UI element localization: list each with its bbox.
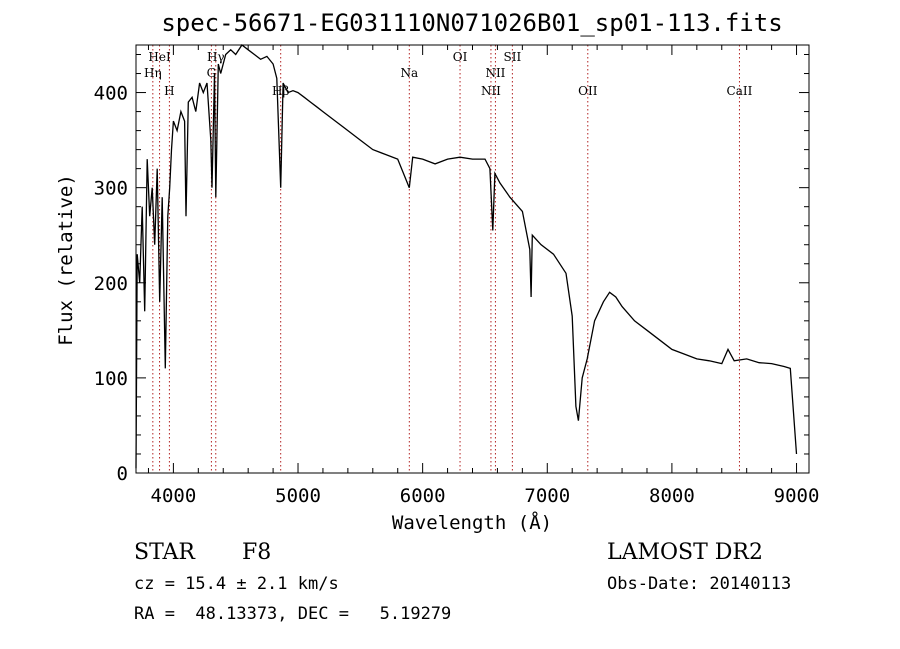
marker-label-nii: NII xyxy=(481,84,501,98)
x-tick-label: 4000 xyxy=(151,485,197,507)
marker-label-na: Na xyxy=(400,66,418,80)
x-tick-label: 8000 xyxy=(649,485,695,507)
y-tick-label: 400 xyxy=(94,83,128,105)
marker-label-hη: Hη xyxy=(144,66,162,80)
survey-label: LAMOST DR2 xyxy=(607,540,763,565)
marker-label-oii: OII xyxy=(578,84,598,98)
x-axis-label: Wavelength (Å) xyxy=(392,511,552,534)
x-tick-label: 5000 xyxy=(275,485,321,507)
marker-label-oi: OI xyxy=(453,50,468,64)
marker-label-hei: HeI xyxy=(148,50,171,64)
marker-label-nii: NII xyxy=(485,66,505,80)
marker-label-hγ: Hγ xyxy=(207,50,225,64)
x-tick-label: 7000 xyxy=(524,485,570,507)
x-axis-ticks: 4000 5000 6000 7000 8000 9000 xyxy=(147,45,820,507)
coordinates: RA = 48.13373, DEC = 5.19279 xyxy=(134,604,452,624)
y-tick-label: 200 xyxy=(94,273,128,295)
y-tick-label: 0 xyxy=(117,463,128,485)
marker-label-h: H xyxy=(164,84,174,98)
chart-title: spec-56671-EG031110N071026B01_sp01-113.f… xyxy=(161,9,782,37)
spectrum-series-line xyxy=(135,44,798,469)
x-tick-label: 6000 xyxy=(400,485,446,507)
class-label: STAR xyxy=(134,540,195,565)
x-tick-label: 9000 xyxy=(774,485,820,507)
obs-date: Obs-Date: 20140113 xyxy=(607,574,792,594)
plot-frame xyxy=(135,44,810,474)
subclass-label: F8 xyxy=(242,540,272,565)
y-tick-label: 300 xyxy=(94,178,128,200)
marker-label-sii: SII xyxy=(504,50,522,64)
cz-value: cz = 15.4 ± 2.1 km/s xyxy=(134,574,339,594)
y-axis-label: Flux (relative) xyxy=(55,174,77,346)
marker-label-g: G xyxy=(207,66,217,80)
y-tick-label: 100 xyxy=(94,368,128,390)
y-axis-ticks: 0 100 200 300 400 xyxy=(94,54,809,485)
marker-label-caii: CaII xyxy=(727,84,753,98)
